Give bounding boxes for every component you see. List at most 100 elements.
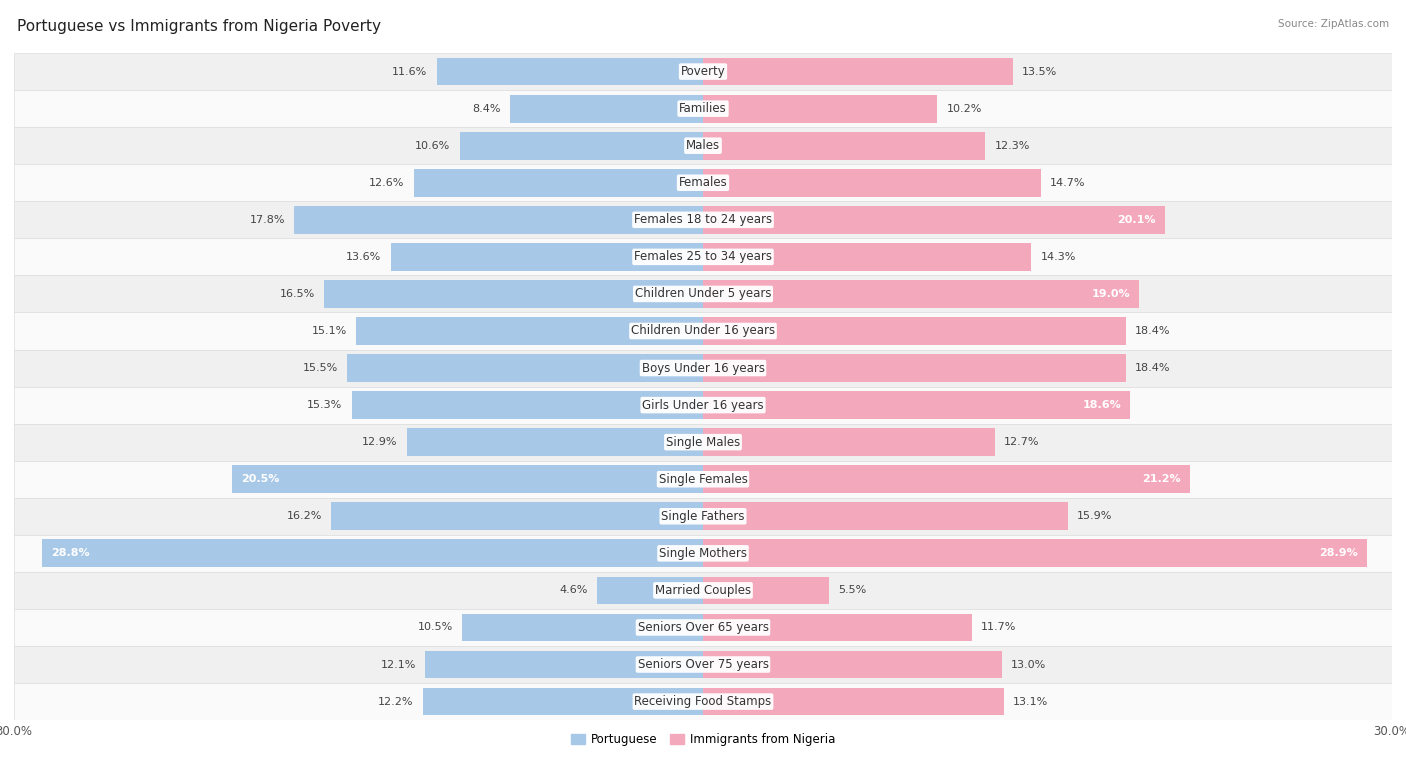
Text: 17.8%: 17.8% (249, 215, 285, 225)
Bar (703, 613, 972, 641)
Bar (391, 243, 703, 271)
Bar (14, 498, 1392, 535)
Bar (330, 503, 703, 530)
Bar (703, 243, 1032, 271)
Text: Girls Under 16 years: Girls Under 16 years (643, 399, 763, 412)
Text: 20.1%: 20.1% (1116, 215, 1156, 225)
Bar (232, 465, 703, 493)
Bar (14, 127, 1392, 164)
Text: 18.4%: 18.4% (1135, 363, 1170, 373)
Bar (14, 683, 1392, 720)
Bar (14, 572, 1392, 609)
Text: Receiving Food Stamps: Receiving Food Stamps (634, 695, 772, 708)
Bar (703, 95, 938, 123)
Bar (14, 53, 1392, 90)
Text: Single Mothers: Single Mothers (659, 547, 747, 560)
Text: 18.4%: 18.4% (1135, 326, 1170, 336)
Bar (14, 90, 1392, 127)
Bar (347, 354, 703, 382)
Bar (703, 688, 1004, 716)
Text: 11.7%: 11.7% (981, 622, 1017, 632)
Bar (14, 202, 1392, 238)
Text: 12.9%: 12.9% (363, 437, 398, 447)
Bar (14, 424, 1392, 461)
Text: 5.5%: 5.5% (838, 585, 866, 595)
Bar (323, 280, 703, 308)
Bar (352, 391, 703, 419)
Text: 12.1%: 12.1% (381, 659, 416, 669)
Bar (423, 688, 703, 716)
Text: Females 18 to 24 years: Females 18 to 24 years (634, 213, 772, 227)
Bar (461, 613, 703, 641)
Text: 12.2%: 12.2% (378, 697, 413, 706)
Text: 14.3%: 14.3% (1040, 252, 1076, 262)
Bar (703, 503, 1069, 530)
Text: Married Couples: Married Couples (655, 584, 751, 597)
Text: 15.5%: 15.5% (302, 363, 337, 373)
Text: Poverty: Poverty (681, 65, 725, 78)
Bar (510, 95, 703, 123)
Bar (703, 169, 1040, 196)
Text: Seniors Over 75 years: Seniors Over 75 years (637, 658, 769, 671)
Bar (14, 535, 1392, 572)
Text: Seniors Over 65 years: Seniors Over 65 years (637, 621, 769, 634)
Text: 12.6%: 12.6% (370, 178, 405, 188)
Bar (703, 650, 1001, 678)
Text: Source: ZipAtlas.com: Source: ZipAtlas.com (1278, 19, 1389, 29)
Bar (413, 169, 703, 196)
Text: 21.2%: 21.2% (1142, 475, 1181, 484)
Text: 13.5%: 13.5% (1022, 67, 1057, 77)
Text: Females 25 to 34 years: Females 25 to 34 years (634, 250, 772, 263)
Bar (703, 391, 1130, 419)
Text: 14.7%: 14.7% (1050, 178, 1085, 188)
Bar (703, 206, 1164, 233)
Bar (703, 354, 1126, 382)
Text: Males: Males (686, 139, 720, 152)
Bar (598, 577, 703, 604)
Text: Females: Females (679, 177, 727, 190)
Text: 15.3%: 15.3% (307, 400, 343, 410)
Bar (14, 275, 1392, 312)
Text: 10.2%: 10.2% (946, 104, 981, 114)
Bar (14, 461, 1392, 498)
Text: 8.4%: 8.4% (472, 104, 501, 114)
Text: Single Males: Single Males (666, 436, 740, 449)
Bar (42, 540, 703, 567)
Text: 20.5%: 20.5% (242, 475, 280, 484)
Text: 13.1%: 13.1% (1012, 697, 1049, 706)
Bar (703, 317, 1126, 345)
Text: 12.3%: 12.3% (994, 141, 1031, 151)
Bar (14, 609, 1392, 646)
Text: Boys Under 16 years: Boys Under 16 years (641, 362, 765, 374)
Bar (356, 317, 703, 345)
Text: 15.9%: 15.9% (1077, 512, 1112, 522)
Bar (14, 387, 1392, 424)
Text: 28.9%: 28.9% (1319, 548, 1358, 559)
Text: 13.6%: 13.6% (346, 252, 381, 262)
Bar (703, 577, 830, 604)
Bar (703, 540, 1367, 567)
Bar (406, 428, 703, 456)
Bar (437, 58, 703, 86)
Text: 19.0%: 19.0% (1091, 289, 1130, 299)
Text: Families: Families (679, 102, 727, 115)
Bar (703, 58, 1012, 86)
Text: Children Under 16 years: Children Under 16 years (631, 324, 775, 337)
Text: 10.5%: 10.5% (418, 622, 453, 632)
Bar (14, 646, 1392, 683)
Bar (703, 132, 986, 160)
Legend: Portuguese, Immigrants from Nigeria: Portuguese, Immigrants from Nigeria (567, 728, 839, 751)
Bar (703, 428, 994, 456)
Bar (14, 164, 1392, 202)
Text: Single Fathers: Single Fathers (661, 510, 745, 523)
Bar (14, 312, 1392, 349)
Text: 12.7%: 12.7% (1004, 437, 1039, 447)
Text: 11.6%: 11.6% (392, 67, 427, 77)
Text: Portuguese vs Immigrants from Nigeria Poverty: Portuguese vs Immigrants from Nigeria Po… (17, 19, 381, 34)
Text: Single Females: Single Females (658, 473, 748, 486)
Text: 28.8%: 28.8% (51, 548, 90, 559)
Text: Children Under 5 years: Children Under 5 years (634, 287, 772, 300)
Text: 15.1%: 15.1% (312, 326, 347, 336)
Bar (460, 132, 703, 160)
Bar (14, 349, 1392, 387)
